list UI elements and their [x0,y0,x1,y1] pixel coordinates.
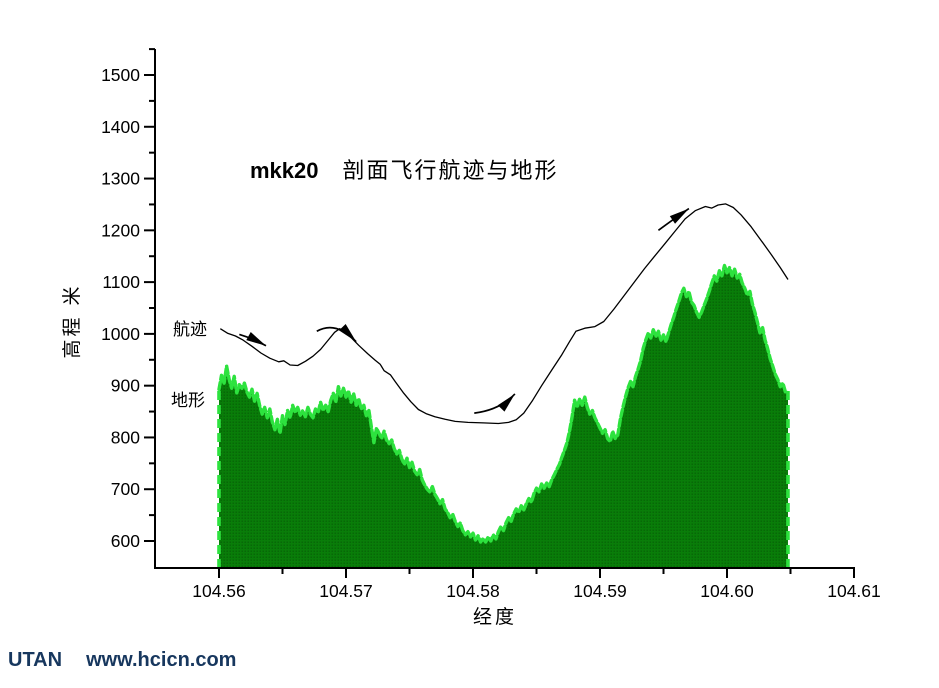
track-series [219,203,789,425]
tick-labels: 600 700 800 900 1000 1100 1200 1300 1400 1500 104.… [101,65,881,601]
y-tick-label: 600 [111,531,140,551]
track-line [219,203,789,425]
track-series-label: 航迹 [173,320,207,340]
axes [144,48,855,578]
chart-title: mkk20 剖面飞行航迹与地形 [250,153,559,185]
terrain-series-label: 地形 [171,391,205,411]
track-arrows [239,207,690,414]
x-tick-label: 104.57 [319,581,373,601]
x-tick-label: 104.56 [192,581,246,601]
y-tick-label: 1300 [101,169,140,189]
arrow-head-icon [669,208,689,224]
arrow-head-icon [497,393,515,412]
y-tick-label: 1100 [102,272,140,292]
y-tick-label: 1500 [101,65,140,85]
arrow-head-icon [339,324,357,342]
x-tick-label: 104.58 [446,581,500,601]
arrow-head-icon [246,332,266,346]
y-tick-label: 700 [111,479,140,499]
x-tick-label: 104.60 [700,581,754,601]
y-tick-label: 1200 [101,220,140,240]
watermark-site: www.hcicn.com [86,649,237,671]
title-text: 剖面飞行航迹与地形 [342,159,559,184]
watermark-brand: UTAN [8,649,63,671]
terrain-series [217,263,790,568]
y-tick-label: 1000 [101,324,140,344]
y-tick-label: 800 [111,427,140,447]
y-axis-title: 高程 米 [61,283,83,359]
x-tick-label: 104.61 [827,581,881,601]
title-series-id: mkk20 [250,158,319,183]
y-tick-label: 1400 [101,117,140,137]
terrain-outline [217,263,790,544]
x-tick-label: 104.59 [573,581,627,601]
x-axis-title: 经度 [472,606,517,628]
watermark: UTAN www.hcicn.com [8,649,236,672]
y-tick-label: 900 [111,376,140,396]
